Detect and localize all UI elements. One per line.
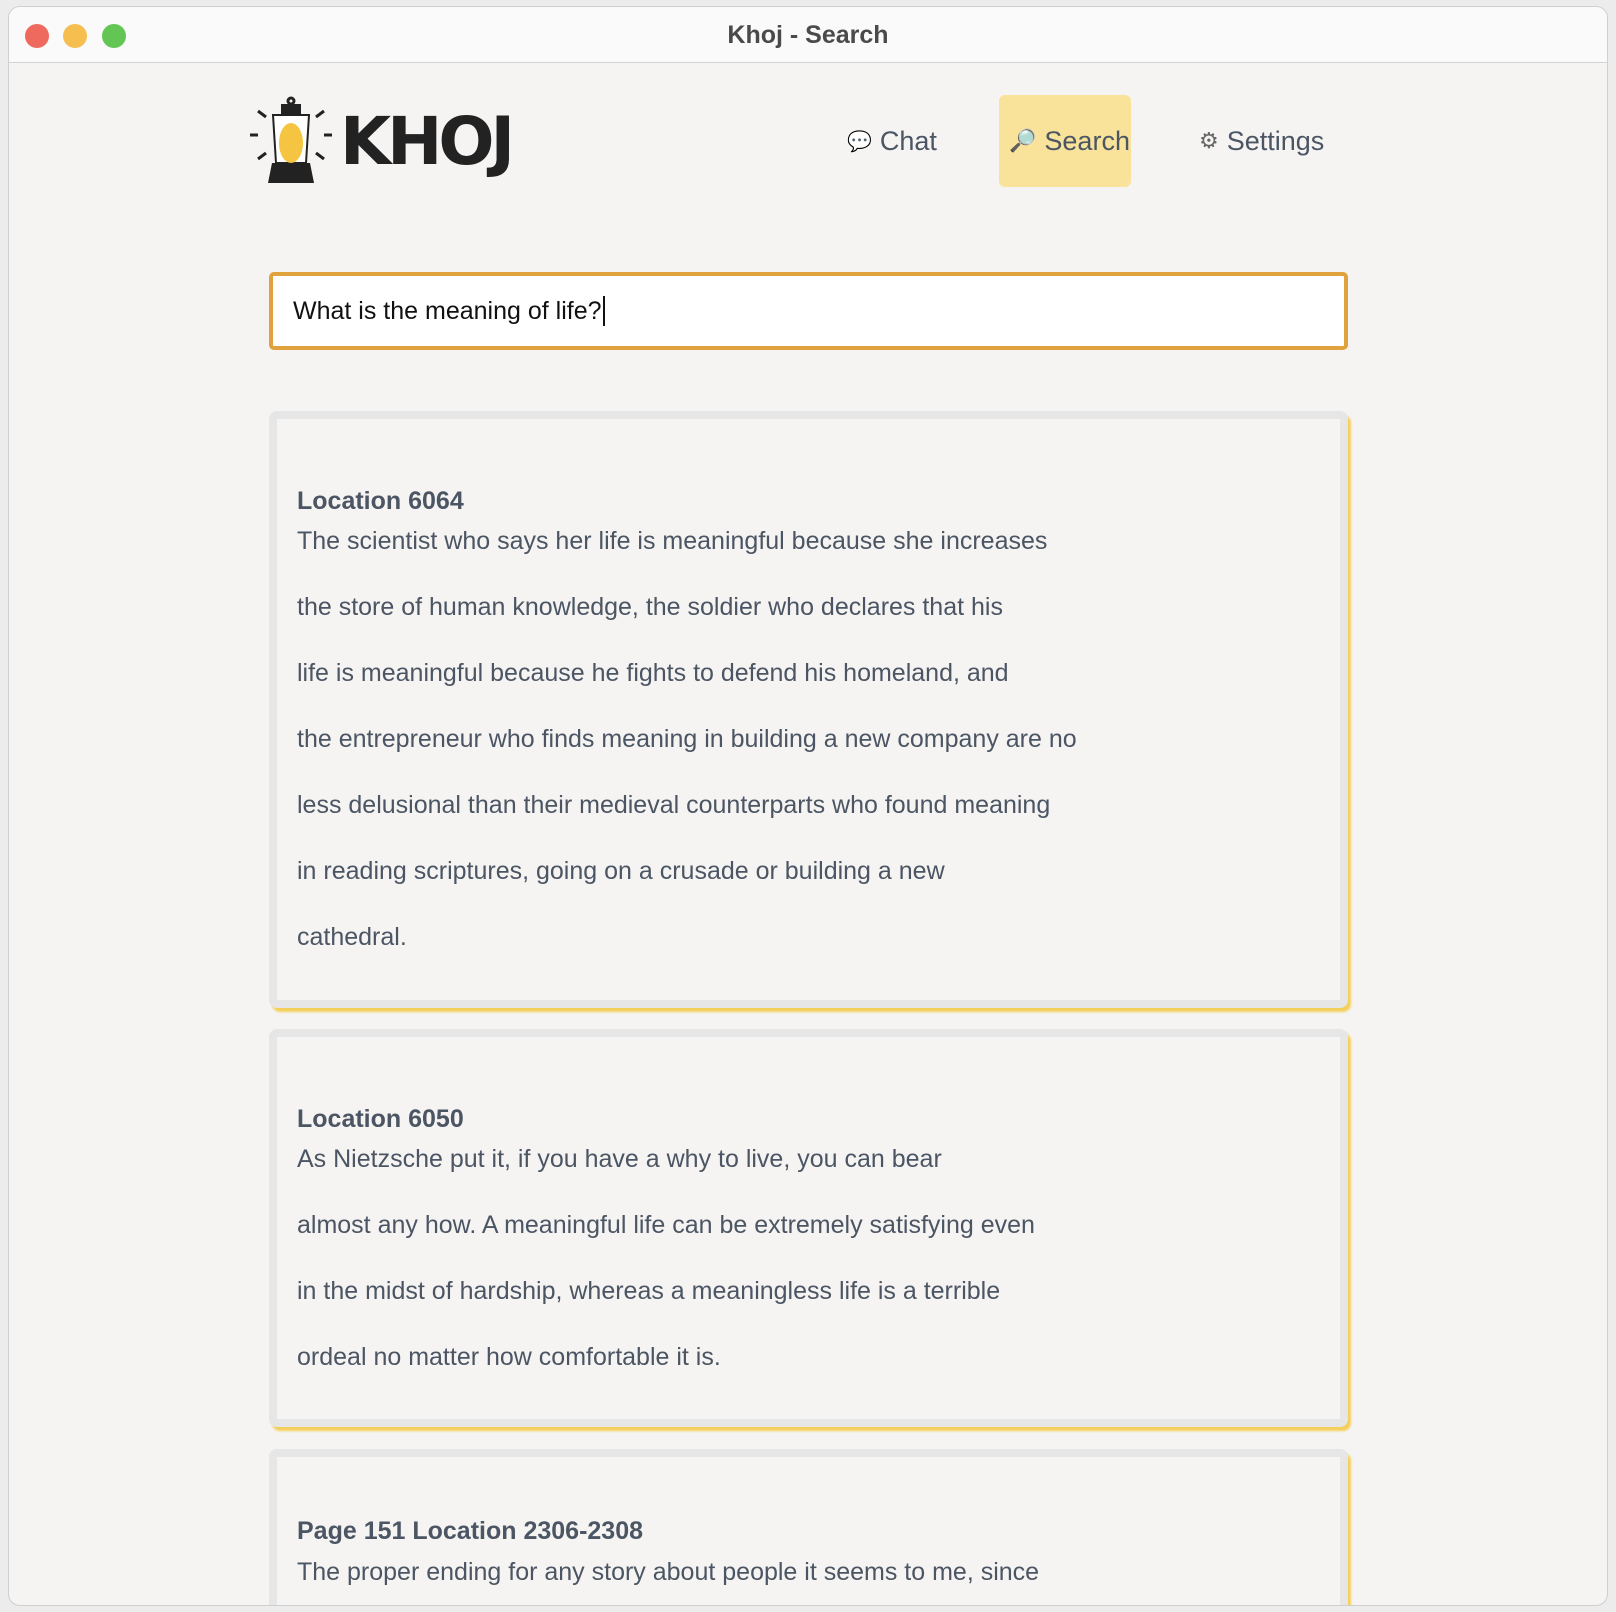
gear-icon: ⚙ [1199,128,1219,153]
result-line: life is meaningful because he fights to … [297,659,1009,687]
result-heading: Location 6050 [297,1105,464,1133]
search-result[interactable]: Location 6064 The scientist who says her… [269,411,1348,1008]
nav-search[interactable]: 🔎 Search [999,95,1131,187]
result-body: As Nietzsche put it, if you have a why t… [297,1126,1320,1390]
nav-settings[interactable]: ⚙ Settings [1189,95,1334,187]
search-input[interactable]: What is the meaning of life? [269,272,1348,350]
result-line: ordeal no matter how comfortable it is. [297,1343,721,1371]
result-line: almost any how. A meaningful life can be… [297,1211,1035,1239]
result-line: in reading scriptures, going on a crusad… [297,857,945,885]
result-line: cathedral. [297,923,407,951]
logo-text: KHOJ [340,102,515,180]
result-heading: Location 6064 [297,487,464,515]
title-bar: Khoj - Search [9,7,1607,63]
nav-search-label: Search [1044,125,1130,156]
speech-bubble-icon: 💬 [847,130,872,153]
result-body: The scientist who says her life is meani… [297,508,1320,970]
result-line: The scientist who says her life is meani… [297,527,1048,555]
search-query: What is the meaning of life? [293,296,602,325]
nav-settings-label: Settings [1226,125,1325,156]
result-line: the entrepreneur who finds meaning in bu… [297,725,1077,753]
result-line: the store of human knowledge, the soldie… [297,593,1003,621]
lantern-icon [250,96,332,183]
maximize-window-button[interactable] [102,24,126,48]
result-line: The proper ending for any story about pe… [297,1558,1040,1586]
magnifier-icon: 🔎 [1009,128,1037,153]
close-window-button[interactable] [25,24,49,48]
search-result[interactable]: Location 6050 As Nietzsche put it, if yo… [269,1029,1348,1427]
result-line: less delusional than their medieval coun… [297,791,1051,819]
window-title: Khoj - Search [727,21,889,49]
result-heading: Page 151 Location 2306-2308 [297,1517,644,1545]
nav-chat[interactable]: 💬 Chat [837,95,947,187]
search-result[interactable]: Page 151 Location 2306-2308 The proper e… [269,1449,1348,1605]
khoj-logo[interactable]: KHOJ [248,95,515,187]
result-line: As Nietzsche put it, if you have a why t… [297,1145,942,1173]
text-caret [602,296,605,326]
app-window: Khoj - Search KHOJ 💬 Chat 🔎 Search ⚙ Set… [8,6,1608,1606]
nav-chat-label: Chat [879,125,937,156]
result-body: The proper ending for any story about pe… [297,1546,1320,1598]
minimize-window-button[interactable] [63,24,87,48]
result-line: in the midst of hardship, whereas a mean… [297,1277,1001,1305]
